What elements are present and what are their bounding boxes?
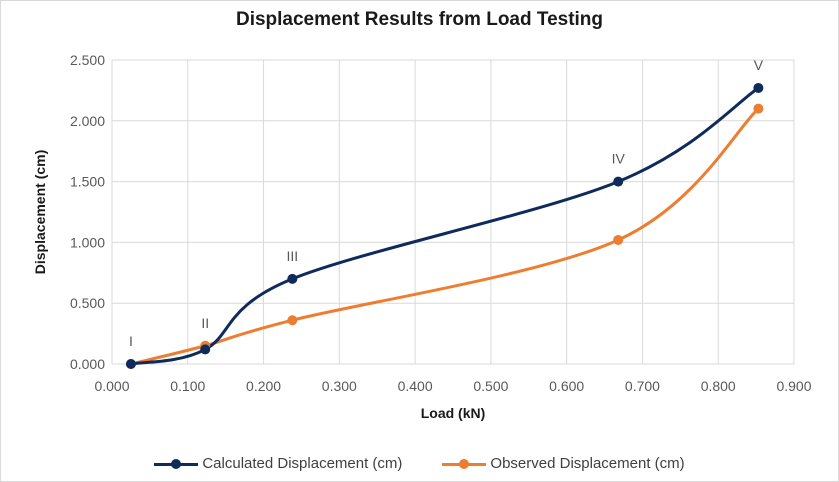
y-axis-title: Displacement (cm): [32, 150, 48, 274]
chart-title: Displacement Results from Load Testing: [235, 9, 604, 30]
x-tick-label: 0.700: [625, 378, 660, 394]
x-axis-title: Load (kN): [421, 405, 486, 421]
x-tick-label: 0.400: [398, 378, 433, 394]
x-tick-label: 0.500: [473, 378, 508, 394]
x-tick-label: 0.300: [322, 378, 357, 394]
legend-label-observed: Observed Displacement (cm): [490, 455, 685, 472]
data-point-observed: [287, 315, 298, 326]
data-point-calculated: [125, 359, 136, 369]
point-label: V: [754, 57, 764, 73]
x-tick-label: 0.100: [170, 378, 205, 394]
x-tick-label: 0.200: [246, 378, 281, 394]
data-point-calculated: [200, 344, 211, 355]
x-tick-label: 0.800: [701, 378, 736, 394]
y-tick-label: 0.000: [70, 356, 105, 372]
series-line-observed: [129, 107, 760, 366]
legend-item-calculated: Calculated Displacement (cm): [154, 455, 402, 472]
legend-swatch-observed: [442, 457, 487, 471]
x-tick-label: 0.600: [549, 378, 584, 394]
point-label: III: [287, 248, 299, 264]
y-tick-label: 2.500: [70, 52, 105, 68]
legend-label-calculated: Calculated Displacement (cm): [202, 455, 403, 472]
point-label: II: [201, 315, 209, 331]
series-line-calculated: [129, 86, 760, 366]
legend-swatch-calculated: [154, 457, 199, 471]
data-point-calculated: [287, 273, 298, 284]
data-point-calculated: [613, 176, 624, 187]
y-tick-label: 1.500: [70, 174, 105, 190]
x-tick-label: 0.000: [94, 378, 129, 394]
legend-item-observed: Observed Displacement (cm): [442, 455, 685, 472]
x-tick-label: 0.900: [776, 378, 811, 394]
data-point-observed: [613, 234, 624, 245]
data-point-calculated: [753, 82, 764, 93]
point-label: IV: [612, 151, 626, 167]
y-tick-label: 0.500: [70, 295, 105, 311]
data-point-observed: [753, 103, 764, 114]
point-label: I: [129, 333, 133, 349]
y-tick-label: 1.000: [70, 234, 105, 250]
y-tick-label: 2.000: [70, 113, 105, 129]
legend: Calculated Displacement (cm) Observed Di…: [1, 455, 838, 472]
